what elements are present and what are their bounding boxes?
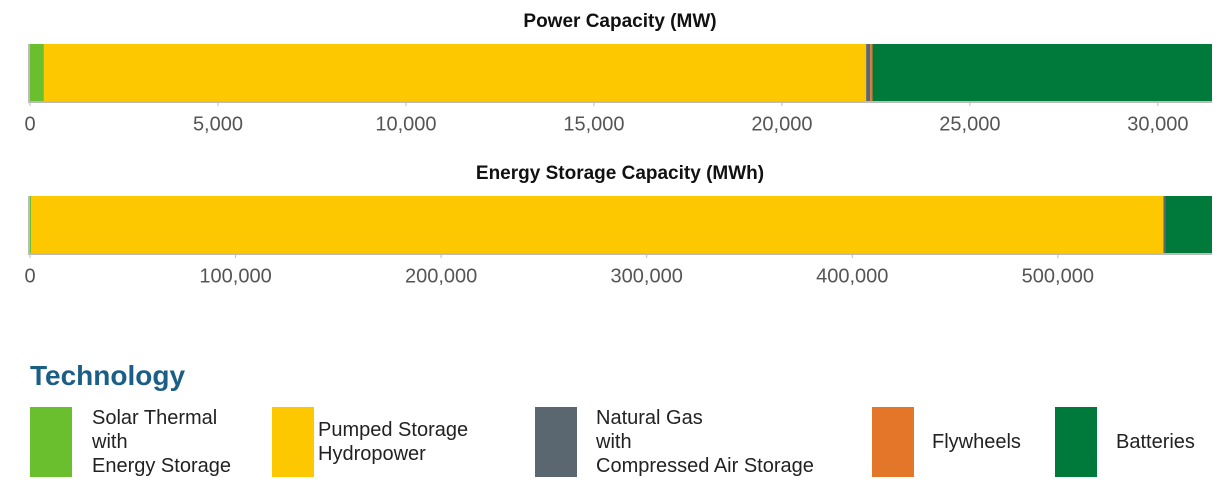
x-tick-label: 25,000 [939,113,1000,135]
bar-segment [872,44,1212,101]
legend-label: Flywheels [932,431,1021,453]
bar-segment [870,44,873,101]
legend-label: Solar Thermal with Energy Storage [92,407,231,477]
legend-swatch [30,407,72,477]
chart-title: Energy Storage Capacity (MWh) [476,163,764,184]
bar-segment [866,44,871,101]
legend-swatch [535,407,577,477]
x-tick-label: 15,000 [563,113,624,135]
legend-swatch [1055,407,1097,477]
x-tick-label: 400,000 [816,265,888,287]
x-tick-label: 5,000 [193,113,243,135]
x-tick-label: 0 [24,265,35,287]
bar-segment [1165,196,1212,253]
x-tick-label: 200,000 [405,265,477,287]
x-tick-label: 100,000 [199,265,271,287]
x-tick-label: 30,000 [1127,113,1188,135]
legend-title: Technology [30,360,186,391]
bar-segment [30,44,44,101]
x-tick-label: 300,000 [611,265,683,287]
legend-label: Natural Gas with Compressed Air Storage [596,407,814,477]
chart-title: Power Capacity (MW) [523,11,716,32]
legend-swatch [272,407,314,477]
bar-segment [1163,196,1166,253]
bar-segment [31,196,1164,253]
x-tick-label: 10,000 [375,113,436,135]
legend-label: Pumped Storage Hydropower [318,419,469,465]
legend-label: Batteries [1116,431,1195,453]
legend-swatch [872,407,914,477]
x-tick-label: 500,000 [1022,265,1094,287]
bar-segment [30,196,32,253]
charts: Power Capacity (MW) 0 5,000 10,000 15,000 20,… [24,11,1212,287]
bar-segment [43,44,867,101]
x-tick-label: 20,000 [751,113,812,135]
x-tick-label: 0 [24,113,35,135]
